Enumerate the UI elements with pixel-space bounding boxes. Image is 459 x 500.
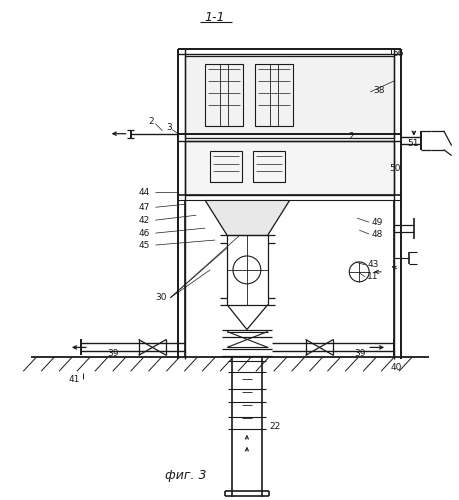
Text: 40: 40 [390,363,402,372]
Text: 44: 44 [138,188,150,197]
Text: 1-1: 1-1 [204,11,225,24]
Text: 41: 41 [69,374,80,384]
Text: 45: 45 [138,240,150,250]
Polygon shape [205,200,289,235]
Text: фиг. 3: фиг. 3 [164,469,206,482]
Bar [185,140,393,196]
Text: 2: 2 [148,118,154,126]
Bar [252,150,284,182]
Text: 48: 48 [370,230,382,238]
Text: 42: 42 [138,216,150,224]
Bar [227,235,267,304]
Bar [254,64,292,126]
Text: 49: 49 [370,218,382,226]
Text: 30: 30 [155,293,167,302]
Text: 47: 47 [138,203,150,212]
Bar [205,64,242,126]
Text: 3: 3 [166,123,172,132]
Text: 22: 22 [269,422,280,432]
Bar [185,56,393,138]
Text: 11: 11 [366,272,378,281]
Bar [210,150,241,182]
Text: 56: 56 [391,48,403,58]
Text: 39: 39 [107,349,119,358]
Text: 2: 2 [347,132,353,141]
Text: 50: 50 [388,164,400,173]
Text: 46: 46 [138,228,150,237]
Text: 38: 38 [372,86,384,96]
Text: 43: 43 [366,260,378,270]
Text: 51: 51 [406,139,418,148]
Text: 39: 39 [353,349,365,358]
